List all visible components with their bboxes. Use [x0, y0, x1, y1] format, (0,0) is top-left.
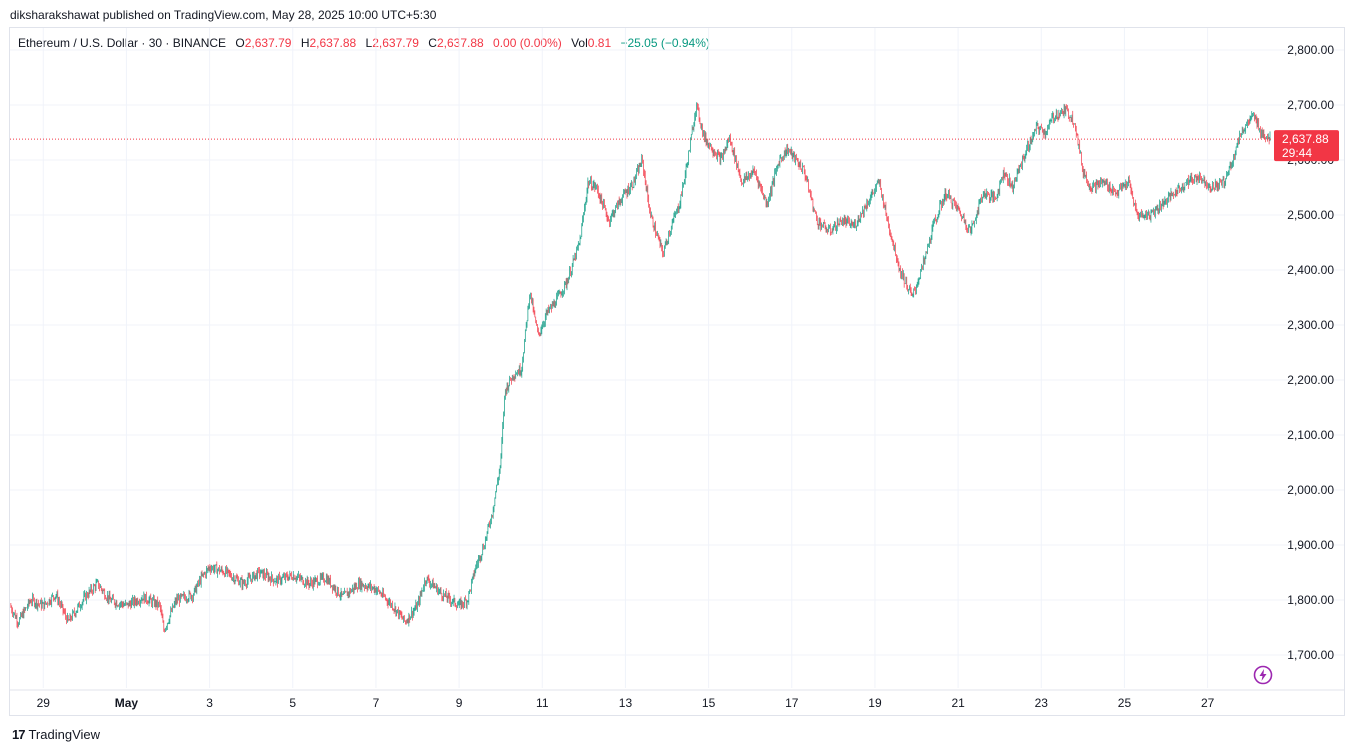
x-tick-label: 23 [1035, 696, 1049, 710]
x-tick-label: 13 [619, 696, 633, 710]
x-tick-label: 27 [1201, 696, 1215, 710]
y-tick-label: 2,200.00 [1287, 373, 1334, 387]
chart-frame [9, 27, 1345, 716]
x-tick-label: 7 [373, 696, 380, 710]
x-tick-label: 9 [456, 696, 463, 710]
y-tick-label: 1,800.00 [1287, 593, 1334, 607]
legend-open-label: O [235, 36, 245, 50]
legend-change: 0.00 (0.00%) [493, 36, 562, 50]
publisher-line: diksharakshawat published on TradingView… [10, 8, 437, 22]
last-price-box [1274, 130, 1339, 162]
x-tick-label: 15 [702, 696, 716, 710]
y-tick-label: 2,300.00 [1287, 318, 1334, 332]
legend-day-change: −25.05 (−0.94%) [620, 36, 710, 50]
legend-close-label: C [428, 36, 437, 50]
y-tick-label: 2,000.00 [1287, 483, 1334, 497]
last-price-label: 2,637.88 29:44 [1274, 130, 1339, 162]
x-tick-label: 29 [37, 696, 51, 710]
legend-vol-value: 0.81 [587, 36, 612, 50]
x-tick-label: May [115, 696, 139, 710]
x-axis: 29 May 3 5 7 9 11 13 15 17 19 21 23 25 27 [10, 689, 1344, 710]
legend-high-value: 2,637.88 [309, 36, 357, 50]
candles [10, 102, 1271, 633]
legend-low-value: 2,637.79 [372, 36, 419, 50]
tradingview-logo[interactable]: 17 TradingView [12, 727, 100, 742]
y-tick-label: 2,700.00 [1287, 98, 1334, 112]
y-tick-label: 2,100.00 [1287, 428, 1334, 442]
last-price-text: 2,637.88 [1282, 132, 1329, 146]
tradingview-mark-icon: 17 [12, 727, 26, 742]
lightning-icon[interactable] [1253, 665, 1273, 685]
legend-symbol: Ethereum / U.S. Dollar · 30 · BINANCE [18, 36, 227, 50]
x-tick-label: 5 [289, 696, 296, 710]
legend-close-value: 2,637.88 [436, 36, 484, 50]
legend-open-value: 2,637.79 [244, 36, 292, 50]
chart-legend: Ethereum / U.S. Dollar · 30 · BINANCE O2… [18, 36, 710, 50]
x-tick-label: 11 [536, 696, 549, 710]
legend-low-label: L [365, 36, 373, 50]
y-tick-label: 1,700.00 [1287, 648, 1334, 662]
y-tick-label: 2,500.00 [1287, 208, 1334, 222]
x-tick-label: 17 [785, 696, 799, 710]
x-tick-label: 25 [1118, 696, 1132, 710]
x-tick-label: 19 [868, 696, 882, 710]
y-tick-label: 2,400.00 [1287, 263, 1334, 277]
x-tick-label: 21 [951, 696, 965, 710]
legend-vol-label: Vol [571, 36, 588, 50]
countdown-text: 29:44 [1282, 146, 1312, 160]
y-tick-label: 2,800.00 [1287, 43, 1334, 57]
grid-lines [10, 28, 1344, 688]
y-tick-label: 1,900.00 [1287, 538, 1334, 552]
y-axis: 1,700.00 1,800.00 1,900.00 2,000.00 2,100.00… [1287, 43, 1334, 662]
x-tick-label: 3 [206, 696, 213, 710]
legend-high-label: H [300, 36, 310, 50]
tradingview-brand: TradingView [28, 727, 101, 742]
